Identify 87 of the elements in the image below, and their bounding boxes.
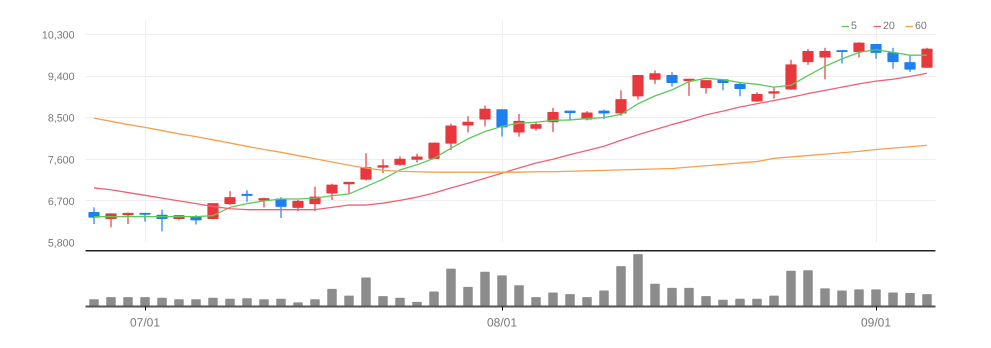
bar: [684, 288, 694, 306]
bar: [820, 288, 830, 306]
bar: [531, 297, 541, 306]
candlestick: [564, 110, 576, 121]
bar: [582, 297, 592, 306]
candlestick: [598, 109, 610, 120]
bar: [395, 298, 405, 306]
bar: [667, 288, 677, 306]
candlestick: [428, 142, 440, 160]
bar: [276, 298, 286, 306]
candlestick: [496, 108, 508, 138]
bar: [344, 296, 354, 306]
y-tick-label: 10,300: [42, 29, 75, 42]
candlestick: [241, 190, 253, 202]
candlestick: [683, 78, 695, 96]
bar: [565, 294, 575, 306]
candlestick: [445, 123, 457, 151]
bar: [548, 292, 558, 306]
bar: [378, 296, 388, 306]
legend-label: 20: [883, 20, 896, 32]
bar: [803, 270, 813, 306]
candlestick: [666, 72, 678, 88]
candlestick: [819, 47, 831, 80]
line-series: [93, 72, 928, 210]
candlestick: [326, 183, 338, 201]
bar: [599, 290, 609, 306]
candlestick: [649, 70, 661, 84]
y-tick-label: 9,400: [48, 71, 75, 83]
bar: [463, 286, 473, 306]
candlestick: [632, 74, 644, 100]
y-tick-label: 5,800: [48, 238, 75, 250]
bar: [327, 288, 337, 306]
candlestick: [836, 50, 848, 64]
bar: [140, 297, 150, 306]
candlestick: [258, 197, 270, 208]
candlestick: [700, 80, 712, 94]
candlestick: [887, 47, 899, 70]
bar: [497, 275, 507, 306]
y-tick-label: 6,700: [48, 196, 75, 208]
bar: [429, 291, 439, 306]
bar: [616, 266, 626, 306]
bar: [157, 298, 167, 306]
candlestick: [462, 116, 474, 134]
bar: [361, 277, 371, 306]
candlestick: [751, 92, 763, 102]
candlestick: [734, 82, 746, 97]
candlestick: [904, 54, 916, 72]
legend-label: 5: [851, 20, 858, 32]
y-tick-label: 8,500: [48, 112, 75, 125]
bar: [225, 298, 235, 306]
candlestick: [479, 105, 491, 128]
bar: [446, 268, 456, 306]
bar: [871, 289, 881, 306]
x-tick-label: 07/01: [130, 316, 160, 330]
bar: [769, 296, 779, 306]
y-tick-label: 7,600: [48, 154, 75, 166]
candlestick: [802, 48, 814, 66]
candlestick: [224, 190, 236, 206]
bar: [905, 293, 915, 306]
candlestick: [615, 90, 627, 116]
bar: [837, 290, 847, 306]
bar: [208, 298, 218, 306]
legend-label: 60: [915, 20, 928, 32]
bar: [242, 298, 252, 306]
bar: [480, 272, 490, 306]
bar: [650, 284, 660, 306]
candlestick: [768, 86, 780, 100]
bar: [106, 297, 116, 306]
candlestick: [394, 156, 406, 166]
bar: [786, 270, 796, 306]
candlestick: [377, 158, 389, 174]
candlestick: [343, 182, 355, 194]
bar: [888, 292, 898, 306]
candlestick: [292, 199, 304, 212]
bar: [752, 298, 762, 306]
bar: [735, 298, 745, 306]
bar: [854, 289, 864, 306]
bar: [123, 297, 133, 306]
candlestick: [853, 42, 865, 58]
candlestick: [122, 212, 134, 225]
bar: [922, 294, 932, 306]
bar: [514, 285, 524, 306]
candlestick: [921, 47, 933, 68]
x-tick-label: 09/01: [860, 316, 892, 330]
bar: [633, 254, 643, 306]
bar: [701, 296, 711, 306]
x-tick-label: 08/01: [486, 316, 518, 330]
